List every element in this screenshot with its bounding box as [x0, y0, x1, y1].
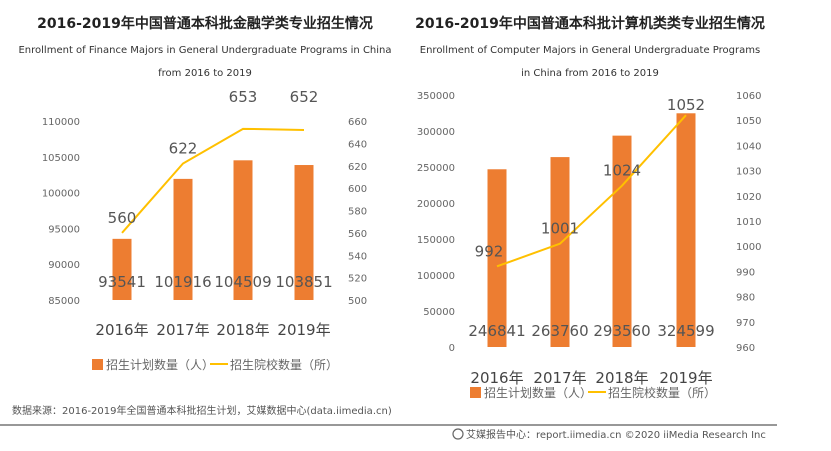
line-data-label: 653 [229, 88, 258, 106]
right-axis-tick: 540 [348, 251, 367, 262]
bar-data-label: 263760 [531, 322, 588, 340]
iimedia-logo-icon [452, 428, 464, 440]
left-axis-tick: 0 [449, 343, 455, 354]
x-axis-tick: 2016年 [470, 369, 523, 387]
bar-data-label: 246841 [468, 322, 525, 340]
left-axis-tick: 50000 [423, 307, 455, 318]
right-axis-tick: 520 [348, 274, 367, 285]
left-axis-tick: 85000 [48, 296, 80, 307]
right-axis-tick: 600 [348, 184, 367, 195]
line-data-label: 652 [290, 88, 319, 106]
x-axis-tick: 2018年 [595, 369, 648, 387]
right-axis-tick: 1020 [736, 192, 761, 203]
bar [112, 238, 132, 300]
chart-title: 2016-2019年中国普通本科批金融学类专业招生情况 [37, 15, 373, 32]
bar [233, 160, 253, 300]
left-axis-tick: 100000 [417, 271, 455, 282]
source-note: 数据来源：2016-2019年全国普通本科批招生计划，艾媒数据中心(data.i… [12, 404, 392, 417]
line-data-label: 1024 [603, 162, 641, 180]
bar [676, 113, 696, 347]
right-axis-tick: 1040 [736, 141, 761, 152]
right-axis-tick: 1060 [736, 91, 761, 102]
left-axis-tick: 300000 [417, 127, 455, 138]
legend-line-label: 招生院校数量（所） [608, 385, 716, 400]
chart-subtitle: Enrollment of Finance Majors in General … [18, 45, 391, 56]
right-axis-tick: 1050 [736, 116, 761, 127]
left-axis-tick: 90000 [48, 260, 80, 271]
line-data-label: 1001 [541, 220, 579, 238]
right-axis-tick: 620 [348, 162, 367, 173]
x-axis-tick: 2019年 [659, 369, 712, 387]
line-data-label: 622 [169, 140, 198, 158]
bar-data-label: 101916 [154, 273, 211, 291]
right-axis-tick: 1030 [736, 167, 761, 178]
line-data-label: 560 [108, 209, 137, 227]
right-axis-tick: 1010 [736, 217, 761, 228]
left-axis-tick: 200000 [417, 199, 455, 210]
x-axis-tick: 2016年 [95, 321, 148, 339]
right-axis-tick: 970 [736, 318, 755, 329]
x-axis-tick: 2018年 [216, 321, 269, 339]
left-axis-tick: 95000 [48, 224, 80, 235]
left-axis-tick: 105000 [42, 153, 80, 164]
line-series [496, 114, 687, 268]
bar [550, 157, 570, 347]
right-axis-tick: 560 [348, 229, 367, 240]
legend-bar-swatch [470, 387, 481, 398]
chart-subtitle: in China from 2016 to 2019 [521, 68, 659, 79]
left-axis-tick: 150000 [417, 235, 455, 246]
chart-subtitle: Enrollment of Computer Majors in General… [420, 45, 760, 56]
legend-bar-label: 招生计划数量（人） [106, 357, 214, 372]
x-axis-tick: 2017年 [156, 321, 209, 339]
right-axis-tick: 640 [348, 139, 367, 150]
bar-data-label: 93541 [98, 273, 146, 291]
footer-credit: 艾媒报告中心：report.iimedia.cn ©2020 iiMedia R… [466, 428, 766, 441]
right-axis-tick: 990 [736, 267, 755, 278]
bar-data-label: 293560 [593, 322, 650, 340]
bar [487, 169, 507, 347]
left-axis-tick: 110000 [42, 117, 80, 128]
line-series [121, 127, 305, 234]
legend-bar-swatch [92, 359, 103, 370]
left-axis-tick: 350000 [417, 91, 455, 102]
chart-title: 2016-2019年中国普通本科批计算机类类专业招生情况 [415, 15, 765, 32]
right-axis-tick: 580 [348, 207, 367, 218]
line-data-label: 992 [475, 242, 504, 260]
right-axis-tick: 980 [736, 293, 755, 304]
legend-bar-label: 招生计划数量（人） [484, 385, 592, 400]
x-axis-tick: 2017年 [533, 369, 586, 387]
bar [612, 135, 632, 347]
left-axis-tick: 250000 [417, 163, 455, 174]
right-axis-tick: 660 [348, 117, 367, 128]
bar-data-label: 324599 [657, 322, 714, 340]
line-data-label: 1052 [667, 96, 705, 114]
x-axis-tick: 2019年 [277, 321, 330, 339]
legend-line-label: 招生院校数量（所） [230, 357, 338, 372]
right-axis-tick: 1000 [736, 242, 761, 253]
chart-subtitle: from 2016 to 2019 [158, 68, 252, 79]
right-axis-tick: 500 [348, 296, 367, 307]
bar-data-label: 103851 [275, 273, 332, 291]
bar [294, 165, 314, 300]
bar-data-label: 104509 [214, 273, 271, 291]
bar [173, 178, 193, 300]
right-axis-tick: 960 [736, 343, 755, 354]
left-axis-tick: 100000 [42, 189, 80, 200]
